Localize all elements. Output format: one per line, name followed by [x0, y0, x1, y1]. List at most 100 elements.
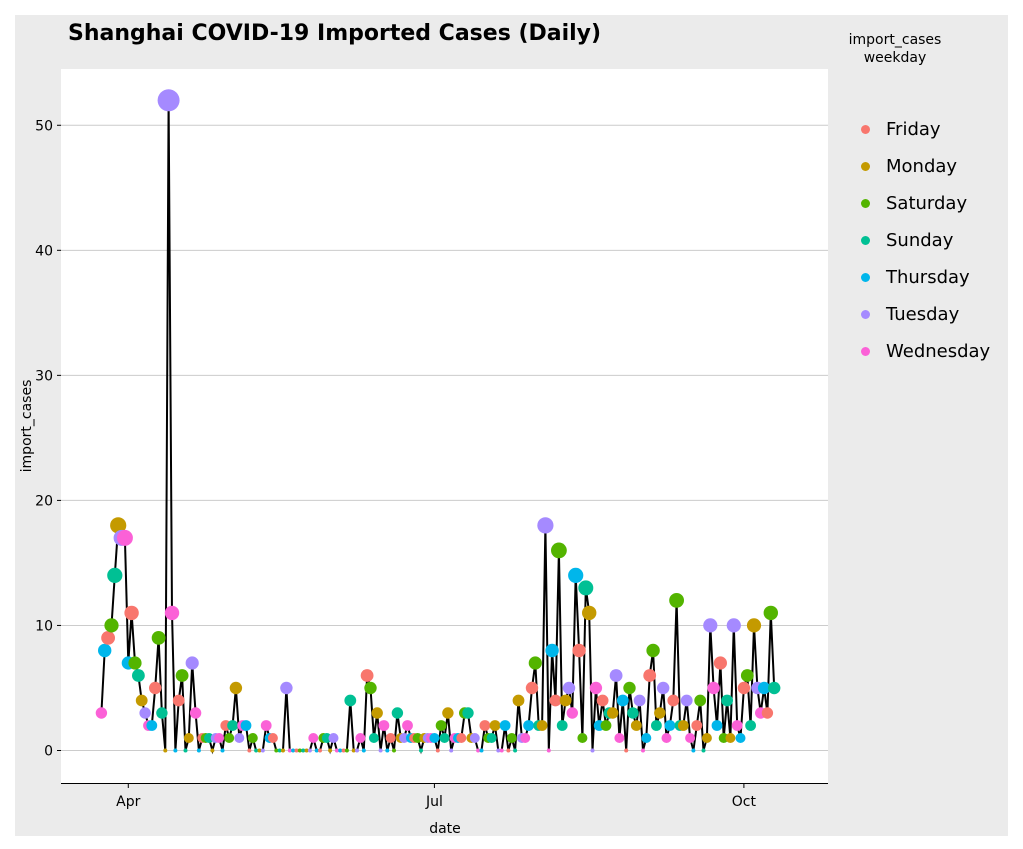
data-point [537, 517, 554, 534]
data-point [701, 748, 706, 753]
legend-label: Monday [886, 156, 958, 177]
y-tick-label: 20 [35, 493, 53, 509]
legend-label: Thursday [886, 267, 970, 288]
data-point [110, 517, 127, 534]
data-point [486, 733, 497, 743]
data-point [669, 593, 684, 608]
data-point [435, 748, 440, 753]
data-point [551, 542, 567, 559]
data-point [360, 669, 374, 682]
legend-swatch [861, 273, 870, 282]
data-point [661, 733, 672, 743]
y-axis: 0 10 20 30 40 50 [35, 118, 61, 759]
data-point [274, 748, 279, 753]
data-point [439, 733, 450, 743]
data-point [314, 748, 319, 753]
data-point [392, 748, 396, 753]
legend-item-thursday: Thursday [835, 259, 1005, 296]
data-point [287, 748, 292, 753]
data-point [361, 748, 366, 753]
data-point [172, 694, 185, 707]
data-point [307, 748, 312, 753]
data-point [694, 694, 707, 707]
data-point [364, 681, 377, 695]
data-point [726, 618, 741, 633]
y-tick-label: 50 [35, 118, 53, 134]
y-tick-label: 0 [44, 743, 53, 759]
legend-label: Saturday [886, 193, 968, 214]
data-point [600, 720, 612, 731]
data-point [633, 694, 646, 707]
data-point [609, 669, 623, 682]
data-point [735, 733, 746, 743]
data-point [304, 748, 309, 753]
data-point [657, 681, 670, 695]
gridlines [61, 124, 828, 751]
data-point [442, 707, 454, 719]
data-point [691, 748, 696, 753]
data-point [512, 694, 525, 707]
data-point [589, 681, 603, 695]
data-point [549, 694, 562, 707]
data-point [566, 707, 578, 719]
data-point [562, 681, 576, 695]
data-point [385, 733, 396, 743]
data-point [214, 733, 225, 743]
data-point [577, 733, 588, 743]
data-point [707, 681, 720, 695]
data-point [294, 748, 299, 753]
data-point [513, 748, 518, 753]
data-point [116, 529, 133, 546]
data-point [280, 681, 293, 695]
data-point [183, 748, 188, 753]
data-point [151, 631, 166, 645]
legend-swatch [861, 236, 870, 245]
data-point [277, 748, 282, 753]
data-point [641, 733, 652, 743]
data-point [757, 681, 771, 695]
data-point [135, 694, 148, 707]
data-point [260, 720, 272, 731]
legend-swatch [861, 310, 870, 319]
data-point [607, 707, 619, 719]
data-point [163, 748, 168, 753]
data-point [146, 720, 158, 731]
data-point [737, 681, 751, 695]
data-point [630, 720, 642, 731]
data-point [291, 748, 296, 753]
data-point [338, 748, 343, 753]
data-point [536, 720, 548, 731]
data-point [334, 748, 339, 753]
data-point [456, 733, 467, 743]
data-point [499, 720, 511, 731]
data-point [185, 656, 199, 670]
data-point [545, 643, 559, 658]
data-point [260, 748, 265, 753]
data-point [267, 733, 278, 743]
y-tick-label: 10 [35, 618, 53, 634]
legend-item-sunday: Sunday [835, 222, 1005, 259]
data-point [344, 694, 357, 707]
data-point [506, 733, 517, 743]
data-point [546, 748, 551, 753]
data-point [449, 748, 454, 753]
data-point [559, 694, 572, 707]
data-point [556, 720, 568, 731]
data-point [189, 707, 202, 719]
legend-swatch [861, 199, 870, 208]
data-point [385, 748, 390, 753]
data-point [496, 748, 501, 753]
data-point [651, 720, 662, 731]
data-point [582, 605, 597, 621]
legend-item-monday: Monday [835, 148, 1005, 185]
data-point [489, 720, 501, 731]
data-point [623, 681, 636, 695]
data-point [308, 733, 319, 743]
legend-label: Tuesday [886, 304, 960, 325]
data-point [568, 567, 584, 584]
data-point [713, 656, 728, 670]
legend-title: import_cases weekday [848, 32, 942, 66]
y-tick-label: 30 [35, 368, 53, 384]
data-point [101, 631, 115, 645]
